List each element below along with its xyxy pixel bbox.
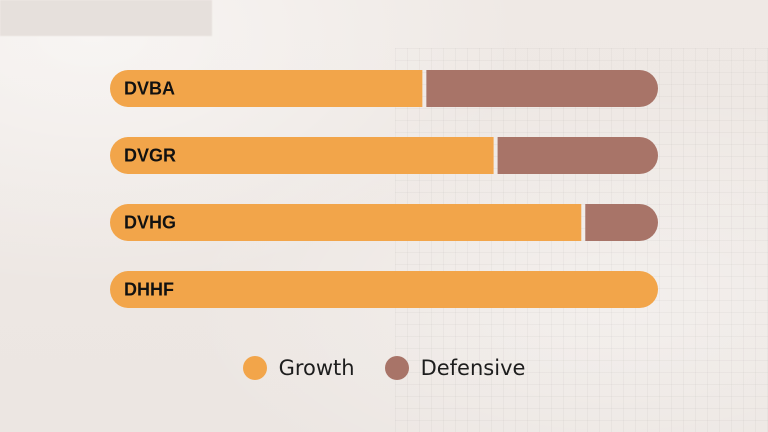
bar-segment-growth-dvba [110,70,423,107]
bar-segment-growth-dvgr [110,137,494,174]
legend-swatch-defensive [384,356,409,380]
bar-label-dvhg: DVHG [124,213,176,233]
bar-segment-growth-dvhg [110,204,582,241]
legend-label-growth: Growth [278,356,355,380]
bar-segment-defensive-dvba [426,70,658,107]
bar-segment-defensive-dvhg [585,204,658,241]
bar-row-dhhf [110,271,658,308]
chart-legend: Growth Defensive [0,356,768,380]
bar-row-dvgr [110,137,658,174]
legend-item-growth: Growth [242,356,355,380]
legend-item-defensive: Defensive [384,356,526,380]
bar-row-dvhg [110,204,658,241]
bar-label-dvgr: DVGR [124,146,176,166]
legend-swatch-growth [242,356,267,380]
background-paper-scrap [0,0,212,36]
bar-segment-growth-dhhf [110,271,658,308]
bar-label-dhhf: DHHF [124,280,174,300]
bar-segment-defensive-dvgr [497,137,658,174]
bar-row-dvba [110,70,658,107]
legend-label-defensive: Defensive [420,356,526,380]
bar-label-dvba: DVBA [124,79,175,99]
